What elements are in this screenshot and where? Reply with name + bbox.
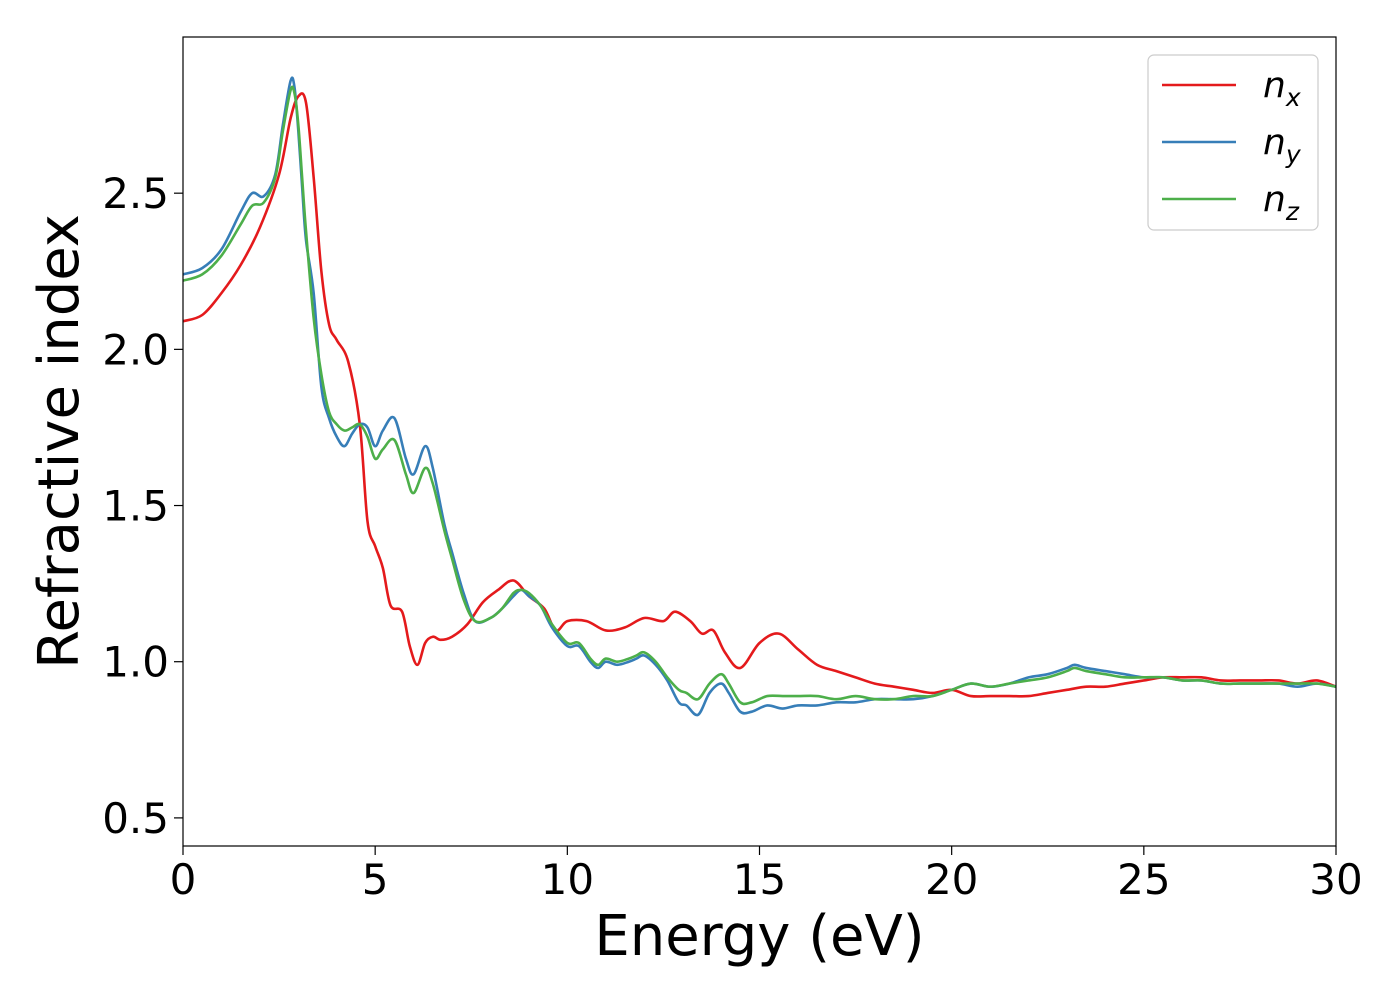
y-axis-label: Refractive index <box>27 214 92 669</box>
legend-label-ny: ny <box>1263 122 1302 169</box>
x-tick-label: 5 <box>362 855 389 904</box>
legend-label-main: n <box>1263 179 1286 220</box>
x-axis-label: Energy (eV) <box>594 904 924 969</box>
y-tick-label: 0.5 <box>102 794 169 843</box>
legend-label-subscript: x <box>1285 83 1301 112</box>
x-tick-label: 30 <box>1309 855 1362 904</box>
legend-label-nz: nz <box>1263 179 1300 226</box>
legend-label-main: n <box>1263 65 1286 106</box>
legend-label-main: n <box>1263 122 1286 163</box>
series-line-nz <box>182 85 1337 706</box>
x-tick-label: 15 <box>733 855 786 904</box>
y-tick-label: 2.0 <box>102 325 169 374</box>
x-tick-label: 10 <box>541 855 594 904</box>
legend-label-subscript: z <box>1285 197 1300 226</box>
series-line-nx <box>182 92 1337 698</box>
legend-label-subscript: y <box>1285 140 1302 169</box>
y-tick-label: 1.5 <box>102 482 169 531</box>
x-tick-label: 20 <box>925 855 978 904</box>
x-axis-ticks: 0 5 10 15 20 25 30 <box>170 846 1363 904</box>
series-line-ny <box>182 76 1337 717</box>
y-axis-ticks: 0.5 1.0 1.5 2.0 2.5 <box>102 169 183 843</box>
x-tick-label: 0 <box>170 855 197 904</box>
y-tick-label: 1.0 <box>102 638 169 687</box>
plot-lines <box>182 76 1337 717</box>
legend-label-nx: nx <box>1263 65 1301 112</box>
y-tick-label: 2.5 <box>102 169 169 218</box>
x-tick-label: 25 <box>1117 855 1170 904</box>
